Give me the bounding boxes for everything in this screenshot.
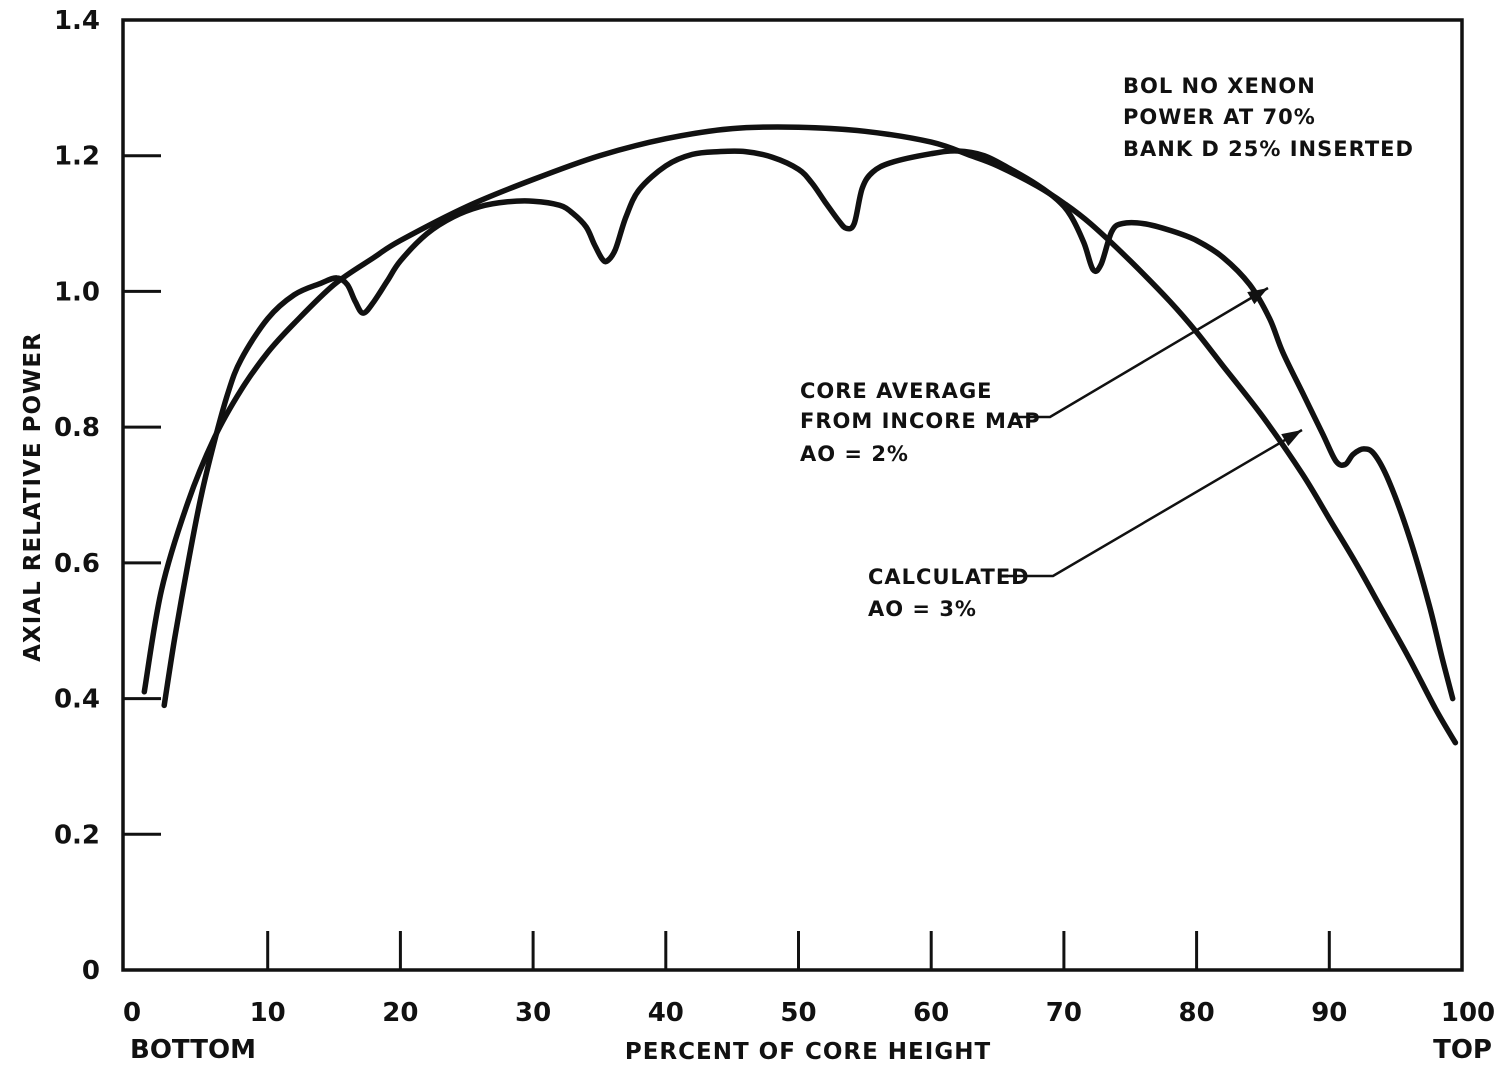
y-tick-label: 1.4 [54, 6, 100, 36]
y-axis-title: AXIAL RELATIVE POWER [20, 332, 46, 662]
incore-label-line-3: AO = 2% [800, 442, 909, 466]
calculated-curve [141, 124, 1459, 746]
y-tick-label: 0.2 [54, 820, 100, 850]
x-tick-label: 70 [1046, 998, 1082, 1028]
y-tick-label: 0.4 [54, 685, 100, 715]
y-tick-label: 1.0 [54, 277, 100, 307]
series-layer [141, 124, 1459, 746]
annotations [1003, 286, 1303, 578]
condition-line-1: BOL NO XENON [1123, 74, 1316, 98]
plot-frame [121, 18, 1464, 972]
x-tick-label: 20 [382, 998, 418, 1028]
x-tick-label: 100 [1441, 998, 1495, 1028]
x-tick-label: 30 [515, 998, 551, 1028]
calculated-leader-arrow [1003, 428, 1303, 578]
incore-label-line-1: CORE AVERAGE [800, 379, 993, 403]
condition-line-2: POWER AT 70% [1123, 105, 1316, 129]
x-end-label-top: TOP [1433, 1035, 1492, 1065]
x-axis-title: PERCENT OF CORE HEIGHT [625, 1039, 991, 1065]
x-tick-label: 10 [250, 998, 286, 1028]
y-tick-label: 0.8 [54, 413, 100, 443]
x-tick-label: 60 [913, 998, 949, 1028]
calculated-leader-arrow-arrowhead [1281, 430, 1302, 447]
x-tick-label: 90 [1311, 998, 1347, 1028]
condition-line-3: BANK D 25% INSERTED [1123, 137, 1414, 161]
y-axis-ticks: 0 0.2 0.4 0.6 0.8 1.0 1.2 1.4 [54, 6, 161, 986]
x-tick-label: 50 [780, 998, 816, 1028]
x-tick-label: 40 [648, 998, 684, 1028]
calculated-label-line-1: CALCULATED [868, 565, 1030, 589]
x-tick-label: 0 [123, 998, 141, 1028]
y-tick-label: 0.6 [54, 549, 100, 579]
y-tick-label: 0 [82, 956, 100, 986]
calculated-label-line-2: AO = 3% [868, 597, 977, 621]
incore-label-line-2: FROM INCORE MAP [800, 409, 1041, 433]
x-end-label-bottom: BOTTOM [130, 1035, 256, 1065]
incore-leader-arrow-arrowhead [1247, 288, 1268, 305]
x-tick-label: 80 [1179, 998, 1215, 1028]
incore-map-curve [161, 148, 1456, 709]
y-tick-label: 1.2 [54, 142, 100, 172]
incore-leader-arrow [1013, 286, 1269, 419]
x-axis-ticks: 0 10 20 30 40 50 60 70 80 90 100 [123, 931, 1495, 1028]
